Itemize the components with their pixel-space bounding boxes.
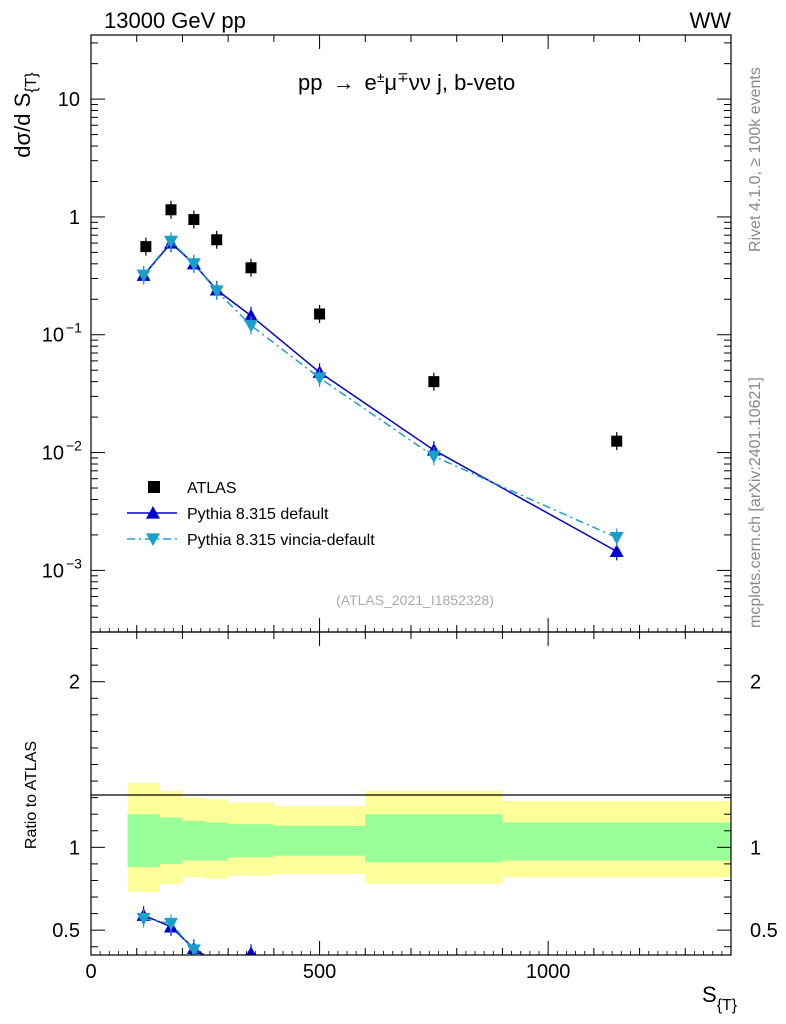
pythia-vincia-point [609,531,624,545]
atlas-data-point [245,262,257,274]
main-y-axis-label: dσ/d S{T} [10,72,40,158]
ratio-band-inner [127,814,160,868]
x-tick-label: 1000 [526,961,571,983]
ratio-pythia-default-line [143,914,252,955]
pythia-vincia-point [244,319,258,333]
ratio-plot-frame [90,631,732,956]
atlas-data-point [314,308,326,320]
atlas-data-point [611,435,623,447]
mcplots-source-label: mcplots.cern.ch [arXiv:2401.10621] [747,377,764,628]
ratio-band-inner [502,822,731,861]
main-plot-series [136,200,624,561]
x-tick-label: 0 [85,961,96,983]
ratio-y-tick-label-right: 2 [750,672,761,694]
ratio-pythia-vincia-point [210,958,224,971]
ratio-plot-series [136,906,256,971]
ratio-y-axis-label: Ratio to ATLAS [23,741,40,849]
y-tick-label: 10 [42,325,64,347]
ratio-pythia-vincia-point [164,917,178,931]
pythia-vincia-point [312,372,327,385]
legend-marker [146,533,160,546]
legend-label: Pythia 8.315 default [187,506,329,523]
y-tick-label: 10 [42,560,64,582]
y-tick-label-exponent: −1 [66,320,82,336]
atlas-data-point [188,214,200,226]
ratio-pythia-default-point [246,946,256,955]
legend: ATLAS Pythia 8.315 default Pythia 8.315 vi… [127,480,375,549]
collision-energy-label: 13000 GeV pp [104,8,246,33]
x-tick-label: 500 [303,961,336,983]
y-tick-label-exponent: −2 [66,438,82,454]
ratio-band-inner [365,814,503,863]
pythia-vincia-point [186,258,201,271]
y-tick-label: 1 [69,207,80,229]
atlas-data-point [165,204,177,216]
pythia-vincia-point [209,285,224,299]
ratio-y-tick-label: 2 [69,672,80,694]
atlas-data-point [140,241,152,253]
pythia-vincia-line [142,240,618,539]
atlas-data-point [211,234,223,246]
y-tick-label: 10 [58,89,80,111]
legend-label: Pythia 8.315 vincia-default [187,532,375,549]
atlas-data-point [428,376,440,388]
process-label: WW [689,8,731,33]
ratio-band-inner [228,824,274,858]
ratio-y-tick-label-right: 1 [750,837,761,859]
ratio-pythia-vincia-line [143,917,204,955]
main-plot-title: pp → e±μ∓νν j, b-veto [298,69,515,95]
legend-marker [146,506,160,519]
ratio-pythia-default-point [210,956,224,969]
ratio-band-inner [182,820,206,861]
ratio-pythia-vincia-point [186,944,201,955]
pythia-vincia-point [136,269,151,283]
analysis-id-watermark: (ATLAS_2021_I1852328) [336,592,494,608]
y-tick-label-exponent: −3 [66,555,82,571]
ratio-band-inner [273,825,366,856]
rivet-version-label: Rivet 4.1.0, ≥ 100k events [747,67,764,252]
pythia-vincia-point [426,450,441,464]
ratio-band-inner [159,817,183,864]
legend-marker-atlas [148,481,160,493]
ratio-pythia-vincia-point [136,912,151,926]
y-tick-label: 10 [42,443,64,465]
ratio-band-inner [205,822,229,861]
ratio-y-tick-label: 0.5 [52,920,80,942]
pythia-default-point [609,544,624,557]
legend-label: ATLAS [187,480,237,497]
ratio-y-tick-label: 1 [69,837,80,859]
pythia-vincia-point [164,235,178,249]
pythia-default-point [244,308,258,322]
x-axis-label: S{T} [702,982,738,1014]
ratio-y-tick-label-right: 0.5 [750,920,778,942]
ratio-uncertainty-bands [127,782,731,893]
